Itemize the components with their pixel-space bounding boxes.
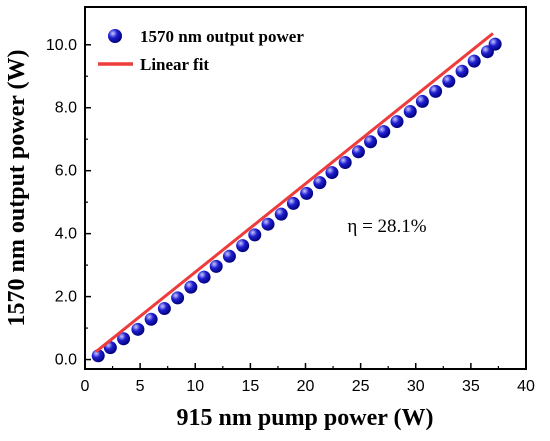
data-point: [364, 135, 378, 149]
data-point: [467, 54, 481, 68]
data-point: [91, 349, 105, 363]
y-tick-label: 6.0: [55, 163, 77, 180]
x-tick-label: 5: [136, 378, 145, 395]
data-point: [209, 259, 223, 273]
data-point: [455, 64, 469, 78]
x-tick-label: 20: [297, 378, 315, 395]
linear-fit-line: [95, 32, 494, 353]
legend: 1570 nm output power Linear fit: [98, 27, 304, 74]
x-tick-label: 40: [517, 378, 535, 395]
data-point: [171, 291, 185, 305]
data-point: [390, 115, 404, 129]
data-point: [338, 156, 352, 170]
y-tick-label: 0.0: [55, 352, 77, 369]
x-tick-label: 30: [407, 378, 425, 395]
data-point: [131, 322, 145, 336]
data-point: [222, 249, 236, 263]
data-point: [286, 196, 300, 210]
data-point: [377, 125, 391, 139]
data-point: [274, 207, 288, 221]
data-point: [351, 145, 365, 159]
legend-marker-output: [108, 29, 122, 43]
legend-label-output: 1570 nm output power: [140, 27, 304, 46]
data-point: [197, 270, 211, 284]
annotations: η = 28.1%: [347, 216, 426, 237]
data-point: [325, 166, 339, 180]
legend-label-fit: Linear fit: [140, 55, 209, 74]
x-tick-label: 15: [241, 378, 259, 395]
x-tick-label: 0: [81, 378, 90, 395]
data-point: [313, 176, 327, 190]
y-tick-label: 2.0: [55, 289, 77, 306]
data-point: [157, 302, 171, 316]
data-point: [403, 105, 417, 119]
data-point: [117, 332, 131, 346]
data-point: [236, 239, 250, 253]
x-tick-label: 25: [352, 378, 370, 395]
data-point: [261, 217, 275, 231]
y-tick-label: 8.0: [55, 100, 77, 117]
data-point: [429, 84, 443, 98]
efficiency-annotation: η = 28.1%: [347, 216, 426, 237]
series-layer: [91, 32, 502, 363]
axes: 0 5 10 15 20 25 30 35 40 0.0 2.0 4.0 6.0 8.0 10.0: [46, 37, 535, 395]
data-point: [442, 74, 456, 88]
y-tick-label: 10.0: [46, 37, 77, 54]
data-point: [415, 94, 429, 108]
data-point: [488, 37, 502, 51]
x-tick-label: 35: [462, 378, 480, 395]
y-tick-label: 4.0: [55, 226, 77, 243]
data-point: [300, 186, 314, 200]
data-point: [144, 312, 158, 326]
x-axis-title: 915 nm pump power (W): [177, 405, 434, 431]
data-point: [184, 280, 198, 294]
x-tick-label: 10: [186, 378, 204, 395]
data-point: [248, 228, 262, 242]
y-axis-title: 1570 nm output power (W): [4, 50, 30, 327]
